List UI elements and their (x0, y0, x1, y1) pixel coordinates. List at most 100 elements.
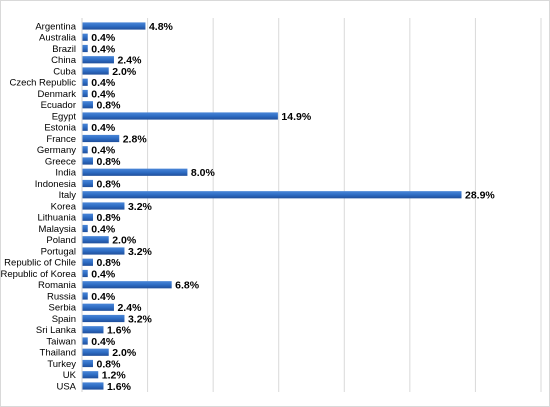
data-labels: 4.8%0.4%0.4%2.4%2.0%0.4%0.4%0.8%14.9%0.4… (91, 21, 495, 393)
bar-france (82, 134, 120, 143)
bar-lithuania (82, 213, 93, 221)
category-label: Spain (52, 314, 76, 325)
data-label: 3.2% (128, 313, 153, 325)
category-label: Italy (59, 190, 77, 201)
bar-usa (82, 382, 104, 390)
data-label: 14.9% (281, 111, 311, 123)
bar-portugal (82, 247, 125, 255)
bar-india (82, 168, 188, 176)
category-label: France (46, 134, 76, 145)
bar-czech-republic (82, 78, 88, 86)
category-label: Poland (46, 235, 76, 246)
category-label: Romania (38, 280, 77, 291)
bar-china (82, 56, 114, 64)
category-label: Czech Republic (9, 78, 76, 89)
data-label: 0.8% (96, 178, 121, 190)
data-label: 6.8% (175, 280, 200, 292)
bar-australia (82, 33, 88, 41)
bar-indonesia (82, 179, 93, 188)
category-label: Republic of Korea (0, 269, 76, 280)
bar-romania (82, 281, 172, 289)
bar-sri-lanka (82, 326, 104, 334)
data-label: 0.4% (91, 336, 116, 348)
data-label: 0.4% (91, 32, 116, 44)
bar-serbia (82, 303, 114, 311)
category-label: Denmark (37, 89, 76, 100)
bar-denmark (82, 89, 88, 98)
data-label: 8.0% (191, 167, 216, 179)
bar-germany (82, 146, 88, 154)
data-label: 2.4% (117, 55, 142, 67)
data-label: 2.0% (112, 347, 137, 359)
category-label: Lithuania (37, 213, 76, 224)
bar-republic-of-korea (82, 269, 88, 278)
category-label: Turkey (47, 359, 76, 370)
data-label: 1.6% (107, 381, 132, 393)
category-label: Malaysia (39, 224, 77, 235)
category-label: Cuba (53, 66, 76, 77)
category-label: Estonia (44, 123, 76, 134)
bar-italy (82, 191, 462, 199)
category-label: Ecuador (41, 100, 76, 111)
data-label: 28.9% (465, 190, 495, 202)
data-label: 1.2% (102, 370, 127, 382)
bar-cuba (82, 67, 109, 75)
category-label: China (51, 55, 77, 66)
category-label: Brazil (52, 44, 76, 55)
bar-republic-of-chile (82, 258, 93, 266)
category-label: Germany (37, 145, 76, 156)
data-label: 0.8% (96, 257, 121, 269)
bar-korea (82, 202, 125, 210)
data-label: 2.8% (123, 133, 148, 145)
data-label: 0.4% (91, 122, 116, 134)
gridlines (81, 18, 542, 392)
bar-taiwan (82, 337, 88, 345)
data-label: 0.8% (96, 358, 121, 370)
data-label: 0.4% (91, 77, 116, 89)
category-label: Sri Lanka (36, 325, 77, 336)
category-label: Thailand (40, 348, 76, 359)
data-label: 3.2% (128, 201, 153, 213)
data-label: 1.6% (107, 325, 132, 337)
bar-ecuador (82, 101, 93, 109)
data-label: 2.0% (112, 235, 137, 247)
data-label: 0.4% (91, 88, 116, 100)
data-label: 2.0% (112, 66, 137, 78)
category-label: Argentina (35, 21, 76, 32)
bar-thailand (82, 348, 109, 356)
bar-uk (82, 371, 99, 379)
category-label: Portugal (41, 246, 76, 257)
category-label: Australia (39, 33, 77, 44)
category-label: Taiwan (46, 336, 76, 347)
bar-turkey (82, 359, 93, 368)
bar-russia (82, 292, 88, 300)
data-label: 0.4% (91, 291, 116, 303)
category-label: UK (63, 370, 77, 381)
category-label: Republic of Chile (4, 258, 76, 269)
category-label: Greece (45, 156, 76, 167)
data-label: 4.8% (149, 21, 174, 33)
category-label: Egypt (52, 111, 77, 122)
bar-estonia (82, 123, 88, 131)
bar-spain (82, 314, 125, 323)
bar-series (82, 22, 462, 390)
category-label: Korea (51, 201, 77, 212)
category-label: Indonesia (35, 179, 77, 190)
bar-argentina (82, 22, 146, 30)
bar-malaysia (82, 224, 88, 233)
category-label: India (55, 168, 76, 179)
category-label: Russia (47, 291, 77, 302)
data-label: 3.2% (128, 246, 153, 258)
data-label: 0.8% (96, 212, 121, 224)
data-label: 0.4% (91, 223, 116, 235)
bar-poland (82, 236, 109, 244)
category-label: Serbia (49, 303, 77, 314)
data-label: 0.4% (91, 43, 116, 55)
bar-egypt (82, 112, 278, 120)
data-label: 0.8% (96, 100, 121, 112)
data-label: 2.4% (117, 302, 142, 314)
data-label: 0.4% (91, 145, 116, 157)
bar-greece (82, 157, 93, 165)
